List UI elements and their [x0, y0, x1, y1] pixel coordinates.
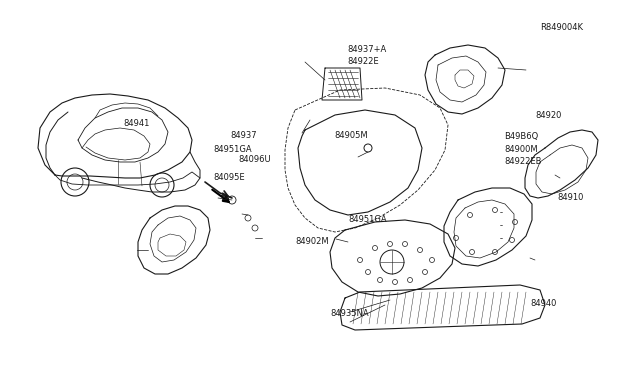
Text: 84905M: 84905M — [334, 131, 367, 141]
Text: 84940: 84940 — [530, 299, 556, 308]
Text: 84951GA: 84951GA — [348, 215, 387, 224]
Text: 84902M: 84902M — [295, 237, 328, 247]
Text: 84900M: 84900M — [504, 144, 538, 154]
Text: 84922E: 84922E — [347, 58, 379, 67]
Text: 84096U: 84096U — [238, 155, 271, 164]
Text: 84935NA: 84935NA — [330, 310, 369, 318]
Text: 84937+A: 84937+A — [347, 45, 387, 55]
Text: 84910: 84910 — [557, 192, 584, 202]
Text: B49B6Q: B49B6Q — [504, 131, 538, 141]
Text: 84937: 84937 — [230, 131, 257, 141]
Text: 84922EB: 84922EB — [504, 157, 541, 167]
Text: 84095E: 84095E — [213, 173, 244, 182]
Text: 84920: 84920 — [535, 110, 561, 119]
Text: 84951GA: 84951GA — [213, 145, 252, 154]
Text: R849004K: R849004K — [540, 22, 583, 32]
Text: 84941: 84941 — [123, 119, 149, 128]
